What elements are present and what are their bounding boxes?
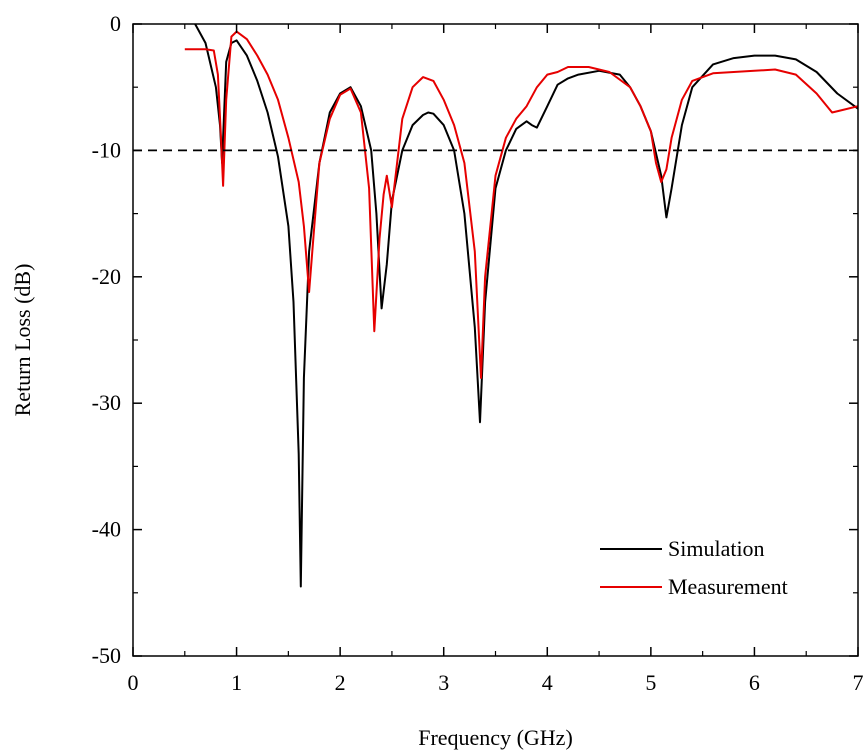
y-tick-label: -10 bbox=[92, 137, 121, 162]
x-tick-label: 5 bbox=[645, 670, 656, 695]
legend-label-measurement: Measurement bbox=[668, 574, 788, 599]
x-axis-label: Frequency (GHz) bbox=[418, 725, 573, 750]
tick-labels-layer: 0 1 2 3 4 5 6 7 0 -10 -20 -30 -40 -50 bbox=[92, 11, 864, 695]
y-tick-label: -20 bbox=[92, 264, 121, 289]
y-tick-label: -30 bbox=[92, 390, 121, 415]
series-line-measurement bbox=[184, 30, 859, 379]
x-tick-label: 1 bbox=[231, 670, 242, 695]
plot-frame bbox=[132, 23, 859, 657]
y-axis-label: Return Loss (dB) bbox=[10, 264, 35, 417]
x-tick-label: 6 bbox=[749, 670, 760, 695]
x-tick-label: 0 bbox=[128, 670, 139, 695]
legend-label-simulation: Simulation bbox=[668, 536, 765, 561]
y-tick-label: 0 bbox=[110, 11, 121, 36]
y-tick-label: -50 bbox=[92, 643, 121, 668]
legend: Simulation Measurement bbox=[600, 536, 788, 599]
x-tick-label: 3 bbox=[438, 670, 449, 695]
ticks-layer bbox=[132, 23, 859, 657]
x-tick-label: 4 bbox=[542, 670, 553, 695]
y-tick-label: -40 bbox=[92, 517, 121, 542]
x-tick-label: 2 bbox=[335, 670, 346, 695]
x-tick-label: 7 bbox=[853, 670, 864, 695]
series-layer bbox=[184, 23, 859, 588]
series-line-simulation bbox=[194, 23, 859, 588]
